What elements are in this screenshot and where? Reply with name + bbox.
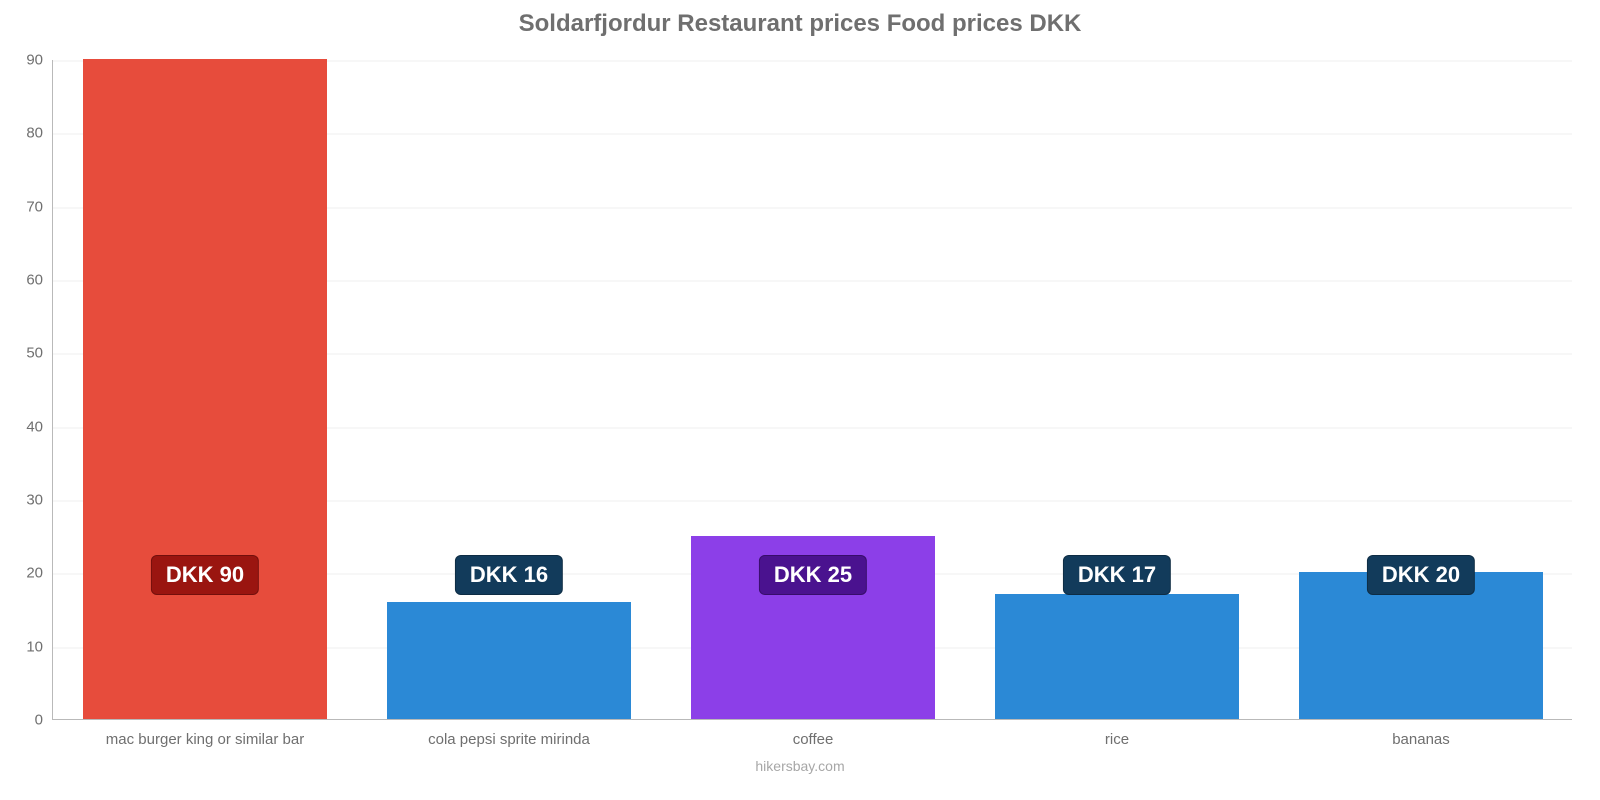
- plot-area: 0102030405060708090DKK 90mac burger king…: [52, 60, 1572, 720]
- value-badge: DKK 90: [151, 555, 259, 595]
- price-chart: Soldarfjordur Restaurant prices Food pri…: [0, 0, 1600, 800]
- x-tick-label: coffee: [793, 719, 834, 748]
- y-tick-label: 0: [35, 712, 53, 729]
- bar: [83, 59, 326, 719]
- chart-title: Soldarfjordur Restaurant prices Food pri…: [0, 0, 1600, 38]
- y-tick-label: 80: [26, 125, 53, 142]
- bar: [995, 594, 1238, 719]
- y-tick-label: 50: [26, 345, 53, 362]
- x-tick-label: cola pepsi sprite mirinda: [428, 719, 590, 748]
- attribution-text: hikersbay.com: [755, 758, 844, 774]
- y-tick-label: 70: [26, 198, 53, 215]
- x-tick-label: mac burger king or similar bar: [106, 719, 304, 748]
- bar: [387, 602, 630, 719]
- y-tick-label: 40: [26, 418, 53, 435]
- y-tick-label: 30: [26, 492, 53, 509]
- value-badge: DKK 16: [455, 555, 563, 595]
- y-tick-label: 90: [26, 52, 53, 69]
- value-badge: DKK 25: [759, 555, 867, 595]
- value-badge: DKK 17: [1063, 555, 1171, 595]
- y-tick-label: 60: [26, 272, 53, 289]
- y-tick-label: 10: [26, 638, 53, 655]
- x-tick-label: bananas: [1392, 719, 1450, 748]
- y-tick-label: 20: [26, 565, 53, 582]
- value-badge: DKK 20: [1367, 555, 1475, 595]
- x-tick-label: rice: [1105, 719, 1129, 748]
